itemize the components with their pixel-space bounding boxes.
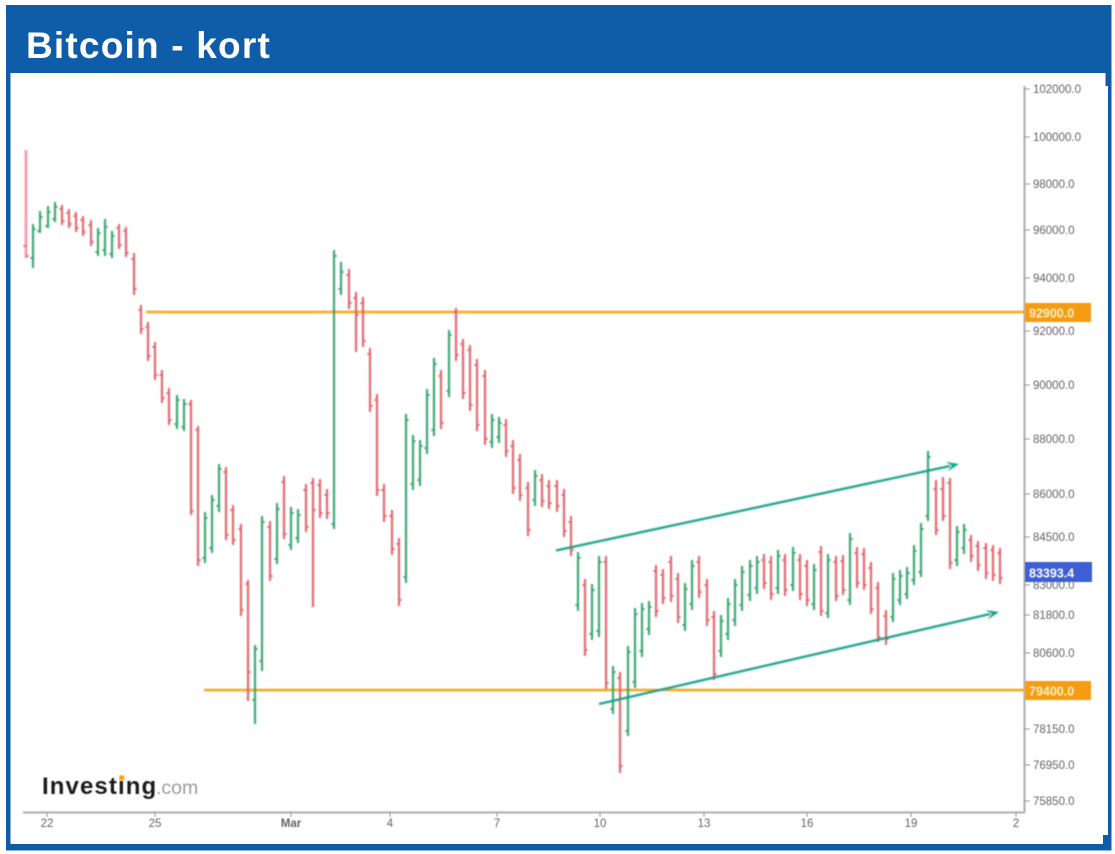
svg-text:10: 10 [594,818,607,830]
svg-text:94000.0: 94000.0 [1033,273,1075,285]
svg-text:79400.0: 79400.0 [1029,685,1074,699]
svg-text:90000.0: 90000.0 [1033,380,1075,392]
svg-text:25: 25 [149,818,162,830]
svg-text:83393.4: 83393.4 [1029,567,1074,581]
svg-text:19: 19 [905,818,918,830]
svg-text:78150.0: 78150.0 [1033,724,1075,736]
svg-text:100000.0: 100000.0 [1033,132,1081,144]
svg-text:88000.0: 88000.0 [1033,434,1075,446]
svg-text:4: 4 [387,818,394,830]
svg-text:.com: .com [156,777,198,799]
svg-text:83000.0: 83000.0 [1033,580,1075,592]
svg-text:98000.0: 98000.0 [1033,179,1075,191]
svg-text:2: 2 [1013,818,1019,830]
svg-text:Investing: Investing [42,773,157,800]
svg-text:84500.0: 84500.0 [1033,532,1075,544]
svg-text:96000.0: 96000.0 [1033,225,1075,237]
svg-text:16: 16 [801,818,814,830]
svg-text:86000.0: 86000.0 [1033,489,1075,501]
svg-text:92000.0: 92000.0 [1033,326,1075,338]
svg-text:81800.0: 81800.0 [1033,610,1075,622]
svg-text:102000.0: 102000.0 [1033,84,1081,96]
svg-text:80600.0: 80600.0 [1033,648,1075,660]
svg-text:75850.0: 75850.0 [1033,796,1075,808]
svg-text:Bitcoin - kort: Bitcoin - kort [26,25,271,66]
svg-text:Mar: Mar [281,818,302,830]
svg-text:92900.0: 92900.0 [1029,307,1074,321]
svg-text:76950.0: 76950.0 [1033,760,1075,772]
svg-text:7: 7 [494,818,500,830]
svg-text:13: 13 [698,818,711,830]
svg-text:22: 22 [41,818,54,830]
